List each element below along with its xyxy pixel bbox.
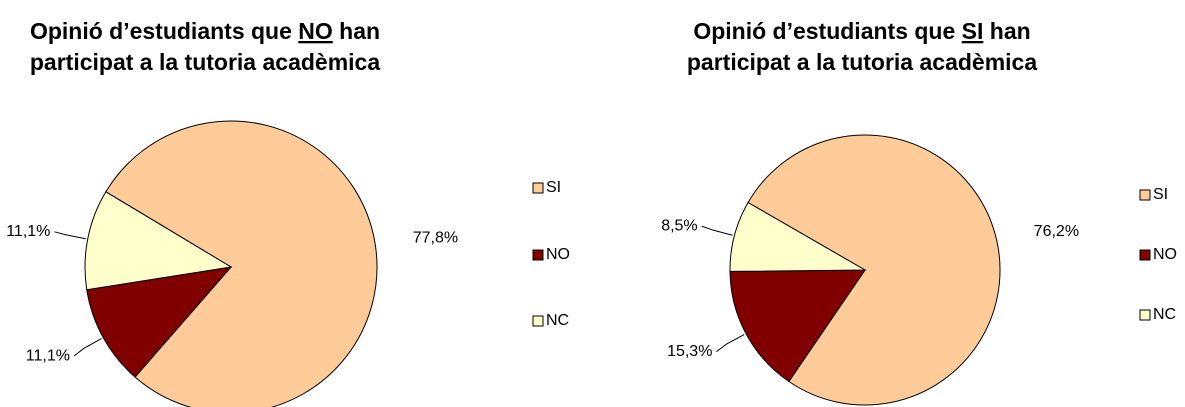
legend-swatch [1139,249,1151,261]
chart-title: Opinió d’estudiants que NO han participat… [30,18,380,75]
legend-swatch [1139,309,1151,321]
data-label: 11,1% [26,347,70,364]
title-part: participat a la tutoria acadèmica [687,49,1037,75]
pie-slice [729,201,867,272]
pie-slice [105,120,378,407]
chart-title: Opinió d’estudiants que SI han participat… [687,18,1037,75]
legend-swatch [532,315,544,327]
legend-swatch [532,182,544,194]
leader-line [701,225,733,236]
leader-line [73,338,102,357]
pie-slice [747,134,1001,406]
legend-label: SI [1153,186,1168,203]
title-part: Opinió d’estudiants que [30,18,298,44]
legend-label: NO [1153,246,1177,263]
legend-swatch [1139,189,1151,201]
title-part: SI [962,18,984,44]
data-label: 15,3% [667,343,712,360]
title-part: han [983,18,1030,44]
leader-line [54,231,86,240]
legend-label: NC [1153,306,1176,323]
legend-label: SI [546,179,561,196]
title-part: han [333,18,380,44]
pie-slice [86,266,233,378]
legend-label: NC [546,312,569,329]
data-label: 76,2% [1034,223,1079,240]
title-part: participat a la tutoria acadèmica [30,49,380,75]
leader-line [716,334,745,352]
legend-label: NO [546,246,570,263]
pie-slice [84,191,233,291]
title-part: Opinió d’estudiants que [693,18,961,44]
legend-swatch [532,249,544,261]
title-part: NO [298,18,333,44]
data-label: 11,1% [6,223,50,240]
pie-slice [729,269,866,383]
data-label: 8,5% [661,217,697,234]
data-label: 77,8% [413,230,458,247]
